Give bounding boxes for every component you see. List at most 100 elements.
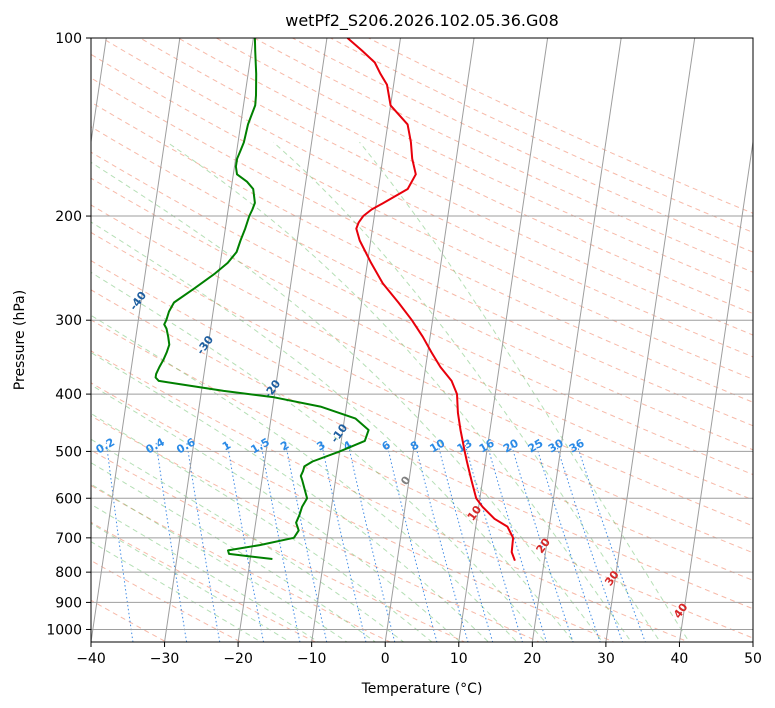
moist-adiabat [166, 141, 633, 642]
dewpoint-profile [154, 38, 370, 560]
y-axis: 100 200 300 400 500 600 700 800 900 1000 [46, 31, 91, 638]
mixing-ratio-label: 0.4 [144, 435, 168, 456]
mixing-ratio-line [155, 442, 188, 642]
moist-adiabat [91, 161, 604, 642]
dry-adiabat [253, 38, 753, 273]
moist-adiabat [272, 141, 661, 642]
mixing-ratio-line [555, 442, 624, 642]
warm-isotherm-label: 40 [671, 601, 691, 621]
dry-adiabat [91, 319, 753, 639]
mixing-ratio-line [464, 442, 523, 642]
dry-adiabat [91, 77, 753, 403]
dry-adiabat [367, 38, 753, 214]
series-lines [154, 38, 516, 562]
x-tick-label: 50 [744, 651, 762, 667]
dry-adiabat [101, 38, 753, 358]
x-tick-label: −10 [297, 651, 327, 667]
x-tick-label: −30 [150, 651, 180, 667]
mixing-ratio-line [414, 442, 469, 642]
dry-adiabat [177, 38, 753, 315]
dry-adiabat [329, 38, 753, 234]
dry-adiabat [91, 350, 690, 642]
x-tick-label: 0 [381, 651, 390, 667]
mixing-ratio-line [534, 442, 601, 642]
mixing-ratio-line [486, 442, 548, 642]
isotherm-gridline [311, 38, 401, 642]
mixing-ratio-label: 16 [477, 436, 497, 455]
isotherm-gridline [164, 38, 254, 642]
mixing-ratio-line [320, 442, 367, 642]
inline-labels: -100-90-80-70-60-50-40-30-20-10010203040… [60, 245, 691, 621]
mixing-ratio-line [510, 442, 574, 642]
chart-title: wetPf2_S206.2026.102.05.36.G08 [285, 11, 559, 31]
x-tick-label: −40 [76, 651, 106, 667]
x-tick-label: 20 [523, 651, 541, 667]
isotherm-gridline [752, 638, 753, 642]
y-tick-label: 200 [55, 209, 82, 225]
moist-adiabat [91, 483, 348, 642]
x-tick-label: 10 [450, 651, 468, 667]
dry-adiabat [91, 126, 753, 451]
dry-adiabat [91, 289, 753, 610]
y-tick-label: 100 [55, 31, 82, 47]
isotherm-gridline [237, 38, 328, 642]
temperature-profile [346, 38, 516, 562]
isotherm-label: -50 [60, 245, 82, 269]
mixing-ratio-line [284, 442, 328, 642]
mixing-ratio-line [347, 442, 396, 642]
x-tick-label: 30 [597, 651, 615, 667]
isotherm-gridline [678, 138, 753, 642]
isotherm-gridline [91, 38, 181, 642]
dry-adiabat [91, 231, 753, 554]
plot-area: -100-90-80-70-60-50-40-30-20-10010203040… [60, 37, 754, 643]
isotherm-gridline [458, 38, 549, 642]
y-axis-label: Pressure (hPa) [12, 290, 28, 390]
moist-adiabat [91, 221, 575, 642]
moist-adiabat [91, 271, 546, 642]
background-lines [91, 38, 753, 642]
y-tick-label: 900 [55, 595, 82, 611]
moist-adiabat [91, 413, 433, 642]
dry-adiabat [91, 382, 616, 642]
isotherm-gridline [384, 38, 475, 642]
warm-isotherm-label: 30 [602, 568, 622, 588]
dry-adiabat [91, 53, 753, 380]
moist-adiabat [91, 314, 518, 642]
y-tick-label: 300 [55, 313, 82, 329]
moist-adiabat [359, 141, 690, 642]
dry-adiabat [91, 521, 317, 642]
mixing-ratio-line [386, 442, 438, 642]
y-tick-label: 800 [55, 565, 82, 581]
isotherm-gridline [605, 38, 696, 642]
moist-adiabat [91, 351, 490, 642]
y-tick-label: 500 [55, 444, 82, 460]
moist-adiabat [91, 541, 262, 642]
warm-isotherm-label: 0 [398, 474, 413, 488]
isotherm-label: -30 [194, 333, 216, 357]
mixing-ratio-line [437, 442, 494, 642]
mixing-ratio-line [575, 442, 646, 642]
plot-frame [90, 37, 754, 643]
dry-adiabat [91, 177, 753, 501]
moist-adiabat [91, 438, 405, 642]
grid-lines [91, 38, 753, 642]
mixing-ratio-line [260, 442, 301, 642]
moist-adiabat [91, 503, 320, 642]
x-axis: −40 −30 −20 −10 0 10 20 30 40 50 [76, 642, 762, 667]
isotherm-gridline [531, 38, 622, 642]
dry-adiabat [91, 101, 753, 427]
dry-adiabat [291, 38, 753, 253]
dry-adiabat [215, 38, 753, 294]
dry-adiabat [91, 204, 753, 527]
mixing-ratio-label: 10 [428, 436, 448, 455]
dry-adiabat [91, 260, 753, 581]
x-tick-label: −20 [223, 651, 253, 667]
y-tick-label: 600 [55, 491, 82, 507]
isotherm-gridline [91, 38, 107, 146]
mixing-ratio-label: 25 [526, 437, 546, 456]
x-tick-label: 40 [671, 651, 689, 667]
mixing-ratio-label: 36 [567, 436, 587, 455]
dry-adiabat [91, 151, 753, 476]
dry-adiabat [139, 38, 753, 336]
